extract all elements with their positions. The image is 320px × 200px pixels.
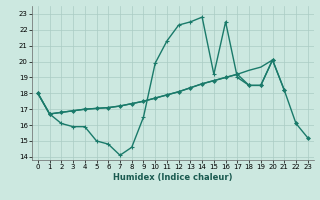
X-axis label: Humidex (Indice chaleur): Humidex (Indice chaleur) <box>113 173 233 182</box>
